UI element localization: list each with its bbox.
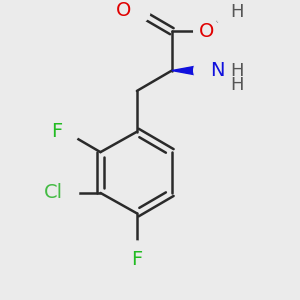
Text: H: H — [230, 76, 244, 94]
Text: H: H — [230, 61, 244, 80]
Polygon shape — [172, 64, 207, 77]
Text: H: H — [230, 3, 244, 21]
Text: Cl: Cl — [44, 183, 63, 202]
Circle shape — [52, 180, 79, 206]
Circle shape — [194, 57, 220, 84]
Circle shape — [124, 0, 150, 24]
Circle shape — [124, 241, 150, 267]
Text: O: O — [116, 1, 131, 20]
Text: N: N — [210, 61, 224, 80]
Circle shape — [201, 55, 233, 87]
Circle shape — [214, 0, 240, 26]
Text: O: O — [199, 22, 214, 41]
Circle shape — [194, 18, 220, 44]
Circle shape — [52, 118, 79, 145]
Text: F: F — [51, 122, 63, 141]
Text: F: F — [131, 250, 142, 269]
